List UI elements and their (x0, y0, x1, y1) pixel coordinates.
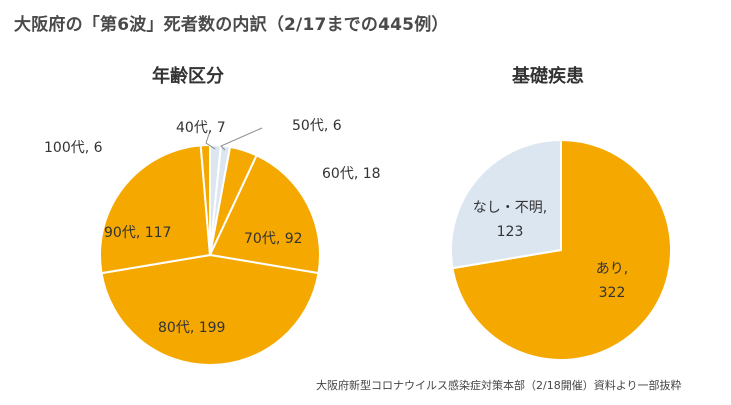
age-chart-title: 年齢区分 (152, 66, 224, 87)
condition-pie-chart: あり, 322 なし・不明, 123 (450, 138, 672, 361)
chart-title: 大阪府の「第6波」死者数の内訳（2/17までの445例） (14, 15, 449, 35)
age-label-100代: 100代, 6 (44, 140, 103, 156)
age-pie-chart: 40代, 7 50代, 6 60代, 18 70代, 92 80代, 199 90代, 1… (44, 118, 381, 367)
age-slice-80代 (100, 253, 320, 367)
age-leader-line-50代 (220, 127, 263, 151)
age-slice-100代 (199, 143, 211, 256)
age-label-60代: 60代, 18 (322, 166, 381, 182)
condition-value-なし・不明: 123 (497, 224, 524, 240)
age-label-90代: 90代, 117 (104, 225, 171, 241)
age-label-40代: 40代, 7 (176, 120, 226, 136)
condition-label-あり: あり, (596, 261, 628, 277)
age-label-80代: 80代, 199 (158, 320, 225, 336)
condition-chart-title: 基礎疾患 (512, 66, 584, 87)
condition-label-なし・不明: なし・不明, (473, 200, 547, 216)
age-slice-90代 (99, 144, 212, 275)
age-slice-70代 (208, 154, 321, 275)
condition-value-あり: 322 (599, 285, 626, 301)
condition-slice-なし・不明 (450, 138, 562, 270)
age-label-70代: 70代, 92 (244, 231, 303, 247)
age-leader-line-40代 (205, 130, 216, 150)
source-note: 大阪府新型コロナウイルス感染症対策本部（2/18開催）資料より一部抜粋 (316, 379, 682, 392)
age-label-50代: 50代, 6 (292, 118, 342, 134)
